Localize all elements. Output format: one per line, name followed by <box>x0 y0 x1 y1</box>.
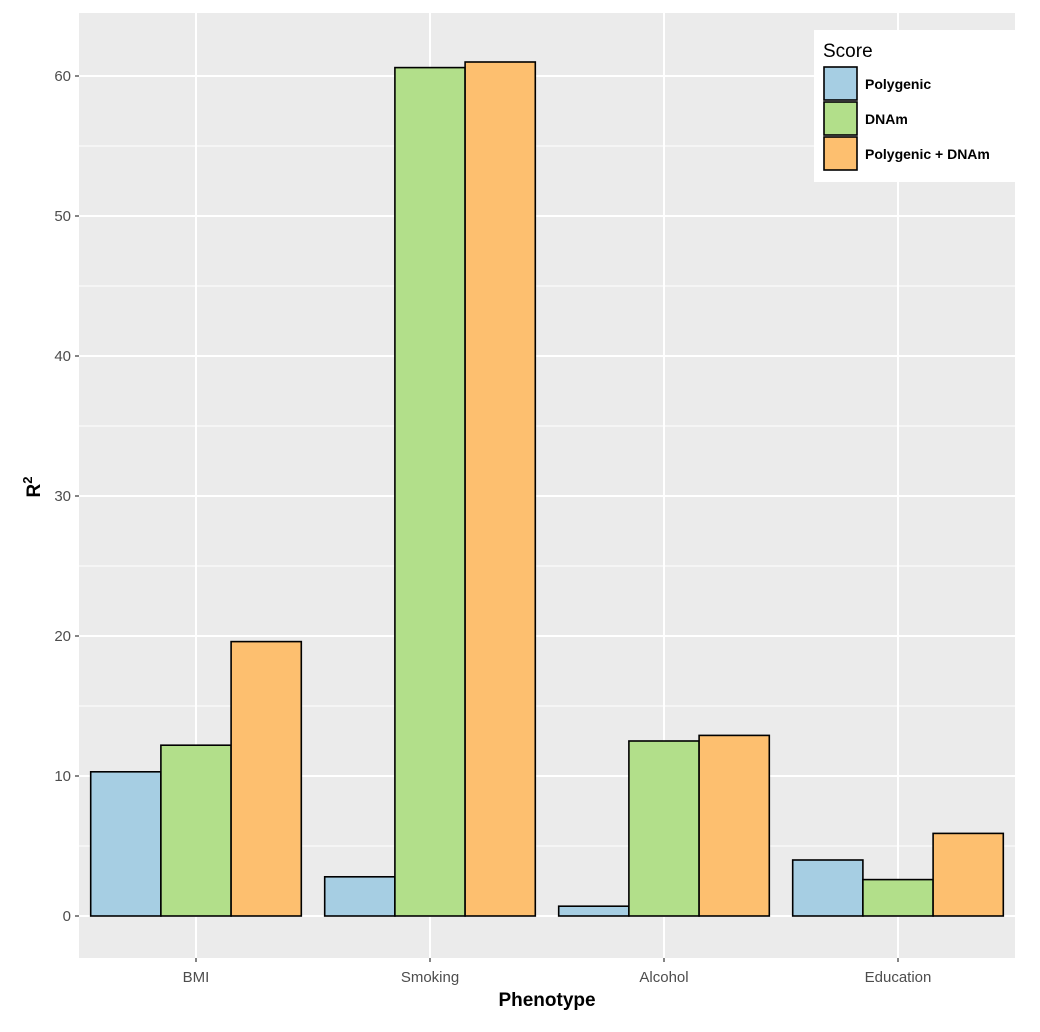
legend-label: Polygenic <box>865 76 931 92</box>
y-tick-label: 20 <box>54 628 71 645</box>
y-tick-label: 50 <box>54 208 71 225</box>
y-axis-title: R2 <box>20 477 45 498</box>
legend-key <box>823 66 858 101</box>
legend-label: DNAm <box>865 111 908 127</box>
y-axis-title-main: R <box>24 483 45 497</box>
bar-education-polygenic-dnam <box>932 832 1005 917</box>
bar-bmi-dnam <box>160 744 232 917</box>
legend-items: Polygenic DNAm Polygenic + DNAm <box>823 66 990 171</box>
bar-smoking-polygenic-dnam <box>464 61 537 917</box>
bars <box>89 61 1005 917</box>
bar-smoking-polygenic <box>323 875 396 917</box>
bar-alcohol-polygenic-dnam <box>698 734 771 917</box>
y-axis-title-superscript: 2 <box>20 477 35 484</box>
bar-bmi-polygenic <box>89 770 162 917</box>
legend-label: Polygenic + DNAm <box>865 146 990 162</box>
legend-key <box>823 136 858 171</box>
x-tick-label: Education <box>865 969 932 986</box>
bar-smoking-dnam <box>394 66 466 917</box>
x-axis-ticks: BMI Smoking Alcohol Education <box>183 958 932 986</box>
x-tick-label: Alcohol <box>639 969 688 986</box>
y-tick-label: 10 <box>54 768 71 785</box>
y-tick-label: 60 <box>54 68 71 85</box>
x-axis-title: Phenotype <box>498 990 595 1011</box>
bar-alcohol-dnam <box>628 740 700 917</box>
x-tick-label: Smoking <box>401 969 459 986</box>
legend-key <box>823 101 858 136</box>
bar-bmi-polygenic-dnam <box>230 640 303 917</box>
y-axis-ticks: 0 10 20 30 40 50 60 <box>54 68 79 925</box>
bar-education-dnam <box>862 878 934 917</box>
legend: Score Polygenic DNAm Polygenic + DNAm <box>814 30 1015 182</box>
y-tick-label: 30 <box>54 488 71 505</box>
legend-title: Score <box>823 41 873 62</box>
x-tick-label: BMI <box>183 969 210 986</box>
y-tick-label: 0 <box>63 908 71 925</box>
bar-alcohol-polygenic <box>557 905 630 917</box>
y-tick-label: 40 <box>54 348 71 365</box>
bar-education-polygenic <box>791 859 864 917</box>
